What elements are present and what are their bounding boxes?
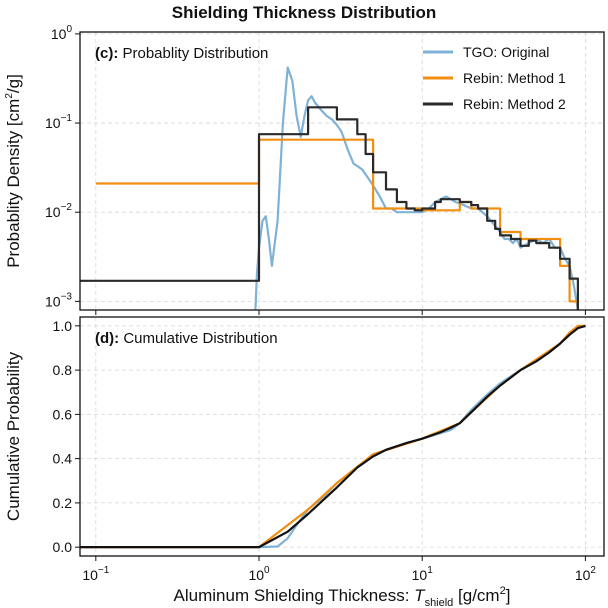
y-tick-label: 0.8	[53, 362, 73, 378]
series-line-tgo-original	[80, 324, 586, 549]
y-tick-label: 0.0	[53, 539, 73, 555]
panel-label: (c): Probablity Distribution	[95, 45, 268, 62]
y-tick-label: 0.4	[53, 451, 73, 467]
x-tick-label: 102	[575, 565, 597, 583]
x-tick-label: 10−1	[82, 565, 109, 583]
panel-cumulative-distribution: 0.0 0.2 0.4 0.6 0.8 1.0 Cumulative Probability…	[4, 316, 605, 561]
y-tick-label: 10−1	[45, 113, 72, 131]
plot-frame	[79, 31, 605, 311]
plot-frame	[79, 316, 605, 557]
shared-x-axis: 10−1 100 101 102 Aluminum Shielding Thicknes…	[82, 565, 596, 608]
series-line-rebin-method-1	[95, 138, 579, 310]
y-tick-label: 0.6	[53, 406, 73, 422]
panel-label: (d): Cumulative Distribution	[95, 330, 278, 347]
series-line-rebin-method-2	[80, 324, 586, 549]
y-tick-label: 10−2	[45, 202, 72, 220]
legend-label: TGO: Original	[463, 44, 549, 60]
legend: TGO: Original Rebin: Method 1 Rebin: Metho…	[423, 44, 566, 112]
x-tick-label: 100	[248, 565, 270, 583]
y-tick-label: 100	[51, 24, 73, 42]
x-axis-label: Aluminum Shielding Thickness: Tshield [g…	[174, 585, 511, 608]
legend-label: Rebin: Method 2	[463, 96, 566, 112]
y-tick-label: 10−3	[45, 291, 72, 309]
y-axis-label: Cumulative Probability	[4, 351, 23, 521]
series-line-rebin-method-1	[80, 324, 586, 549]
legend-label: Rebin: Method 1	[463, 70, 566, 86]
x-tick-label: 101	[412, 565, 434, 583]
chart-title: Shielding Thickness Distribution	[172, 3, 436, 22]
y-axis-label: Probablity Density [cm2/g]	[4, 74, 23, 268]
series-line-rebin-method-2	[80, 106, 579, 310]
panel-probability-distribution: 10−3 10−2 10−1 100 Probablity Density [cm2/g…	[4, 24, 605, 315]
y-tick-label: 1.0	[53, 318, 73, 334]
y-tick-label: 0.2	[53, 495, 73, 511]
